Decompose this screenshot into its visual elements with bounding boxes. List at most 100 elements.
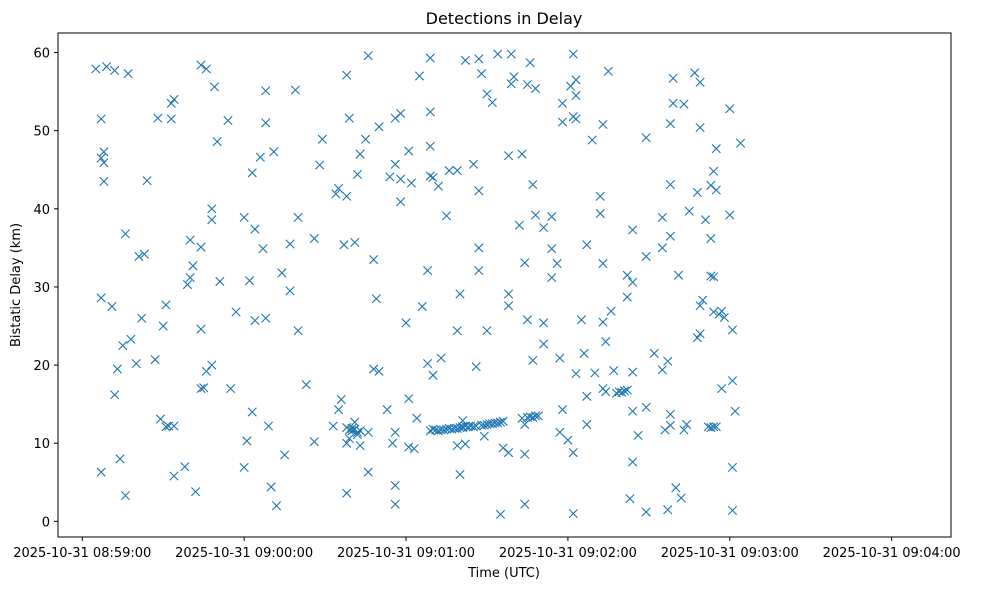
data-point-marker	[96, 114, 106, 124]
data-point-marker	[557, 405, 568, 415]
data-point-marker	[528, 180, 538, 190]
data-point-marker	[587, 135, 597, 145]
data-point-marker	[509, 72, 519, 82]
data-point-marker	[369, 364, 379, 374]
data-point-marker	[582, 391, 592, 401]
data-point-marker	[404, 394, 414, 404]
data-point-marker	[169, 421, 179, 431]
data-point-marker	[711, 422, 721, 432]
data-point-marker	[590, 368, 600, 378]
data-point-marker	[142, 176, 152, 186]
data-point-marker	[134, 251, 144, 262]
data-point-marker	[695, 329, 705, 339]
data-point-marker	[191, 487, 201, 497]
data-point-marker	[150, 355, 160, 365]
data-point-marker	[96, 153, 106, 163]
data-point-marker	[153, 113, 163, 123]
data-point-marker	[242, 436, 252, 446]
data-point-marker	[355, 440, 365, 451]
data-point-marker	[609, 365, 619, 376]
data-point-marker	[506, 49, 516, 59]
data-point-marker	[452, 326, 462, 336]
data-point-marker	[711, 144, 721, 154]
data-point-marker	[131, 358, 141, 369]
data-point-marker	[708, 166, 719, 176]
data-point-marker	[595, 208, 605, 219]
x-tick-label: 2025-10-31 09:01:00	[337, 546, 475, 561]
data-point-marker	[155, 414, 166, 424]
data-point-marker	[595, 191, 605, 201]
data-point-marker	[185, 272, 195, 283]
data-point-marker	[199, 383, 209, 393]
data-point-marker	[444, 165, 454, 176]
data-point-marker	[271, 501, 282, 511]
data-point-marker	[333, 405, 344, 415]
data-point-marker	[520, 419, 530, 430]
data-point-marker	[433, 181, 443, 191]
y-axis-label: Bistatic Delay (km)	[9, 223, 24, 347]
data-point-marker	[555, 353, 565, 363]
data-point-marker	[255, 152, 265, 162]
data-point-marker	[679, 99, 689, 109]
data-point-marker	[350, 417, 360, 427]
data-point-marker	[482, 89, 492, 99]
data-point-marker	[137, 313, 147, 323]
data-point-marker	[493, 418, 503, 428]
data-point-marker	[293, 326, 303, 336]
data-point-marker	[530, 411, 541, 421]
data-point-marker	[201, 366, 211, 376]
data-point-marker	[598, 317, 608, 327]
data-point-marker	[539, 339, 549, 349]
data-point-marker	[301, 380, 311, 390]
data-point-marker	[371, 294, 381, 304]
data-point-marker	[355, 426, 365, 436]
data-point-marker	[495, 509, 506, 519]
data-point-marker	[425, 53, 435, 63]
data-point-marker	[207, 360, 217, 370]
data-point-marker	[698, 295, 708, 305]
data-point-marker	[719, 312, 729, 323]
data-point-marker	[711, 185, 721, 195]
data-point-marker	[708, 422, 719, 432]
data-point-marker	[633, 430, 643, 441]
data-point-marker	[695, 77, 705, 87]
data-point-marker	[571, 75, 581, 85]
data-point-marker	[517, 149, 527, 159]
data-point-marker	[641, 133, 651, 143]
data-point-marker	[266, 482, 276, 492]
data-point-marker	[474, 54, 484, 64]
data-point-marker	[414, 71, 425, 81]
data-point-marker	[110, 65, 120, 76]
data-point-marker	[625, 494, 635, 504]
data-point-marker	[396, 108, 406, 119]
data-point-marker	[706, 233, 716, 244]
data-point-marker	[342, 191, 352, 201]
data-point-marker	[188, 261, 198, 271]
data-point-marker	[96, 293, 106, 303]
data-point-marker	[571, 90, 581, 101]
data-point-marker	[503, 151, 514, 161]
data-point-marker	[452, 165, 462, 176]
data-point-marker	[679, 425, 689, 435]
data-point-marker	[503, 301, 514, 311]
data-point-marker	[196, 242, 206, 252]
data-point-marker	[423, 265, 433, 276]
x-tick-label: 2025-10-31 09:03:00	[661, 546, 799, 561]
data-point-marker	[601, 337, 611, 347]
data-point-marker	[250, 224, 260, 234]
data-point-marker	[166, 98, 176, 108]
data-point-marker	[460, 55, 470, 65]
data-point-marker	[725, 210, 735, 220]
data-point-marker	[547, 272, 557, 283]
data-point-marker	[555, 427, 565, 437]
data-point-marker	[557, 98, 568, 108]
data-point-marker	[533, 411, 543, 421]
data-point-marker	[495, 417, 506, 427]
data-point-marker	[514, 220, 524, 230]
data-point-marker	[363, 467, 373, 477]
data-point-marker	[290, 85, 301, 95]
data-point-marker	[571, 114, 581, 124]
data-point-marker	[482, 326, 492, 336]
data-point-marker	[606, 306, 616, 316]
data-point-marker	[568, 448, 578, 458]
